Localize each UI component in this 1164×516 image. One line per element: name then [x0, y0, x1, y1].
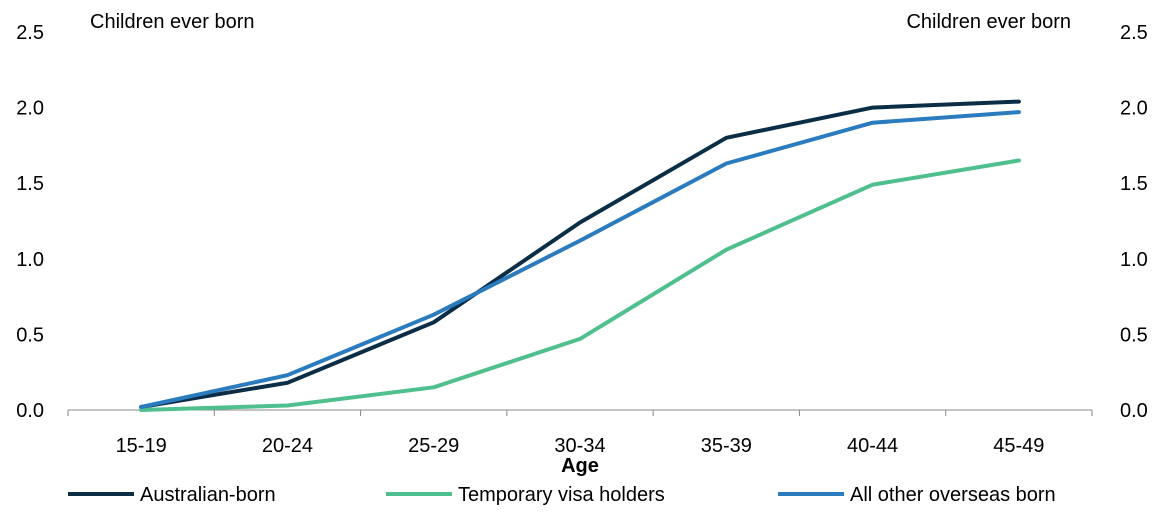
x-axis: 15-19 20-24 25-29 30-34 35-39 40-44 45-49 — [67, 410, 1093, 457]
series-group — [139, 99, 1021, 412]
legend-label: Australian-born — [140, 484, 276, 506]
y-tick-label-left: 2.0 — [16, 98, 44, 120]
y-tick-label-left: 0.5 — [16, 324, 44, 346]
series-line-2 — [139, 158, 1021, 412]
x-axis-title: Age — [561, 455, 599, 477]
y-tick-label-left: 1.0 — [16, 249, 44, 271]
legend-label: Temporary visa holders — [458, 484, 665, 506]
y-tick-label-right: 1.0 — [1120, 249, 1148, 271]
right-y-axis: 0.0 0.5 1.0 1.5 2.0 2.5 — [1120, 22, 1148, 422]
x-tick-label: 25-29 — [408, 435, 459, 457]
right-axis-title: Children ever born — [906, 11, 1071, 33]
y-tick-label-left: 0.0 — [16, 400, 44, 422]
y-tick-label-right: 0.0 — [1120, 400, 1148, 422]
left-y-axis: 0.0 0.5 1.0 1.5 2.0 2.5 — [16, 22, 44, 422]
y-tick-label-left: 1.5 — [16, 173, 44, 195]
legend: Australian-born Temporary visa holders All… — [68, 484, 1056, 506]
series-line-3 — [139, 110, 1021, 409]
x-tick-label: 20-24 — [262, 435, 313, 457]
y-tick-label-right: 2.5 — [1120, 22, 1148, 44]
x-tick-label: 40-44 — [847, 435, 898, 457]
x-tick-label: 30-34 — [554, 435, 605, 457]
y-tick-label-right: 0.5 — [1120, 324, 1148, 346]
y-tick-label-left: 2.5 — [16, 22, 44, 44]
legend-label: All other overseas born — [850, 484, 1056, 506]
x-tick-label: 35-39 — [701, 435, 752, 457]
y-tick-label-right: 2.0 — [1120, 98, 1148, 120]
x-tick-label: 45-49 — [993, 435, 1044, 457]
x-tick-label: 15-19 — [116, 435, 167, 457]
series-line-1 — [139, 99, 1021, 409]
left-axis-title: Children ever born — [90, 11, 255, 33]
y-tick-label-right: 1.5 — [1120, 173, 1148, 195]
